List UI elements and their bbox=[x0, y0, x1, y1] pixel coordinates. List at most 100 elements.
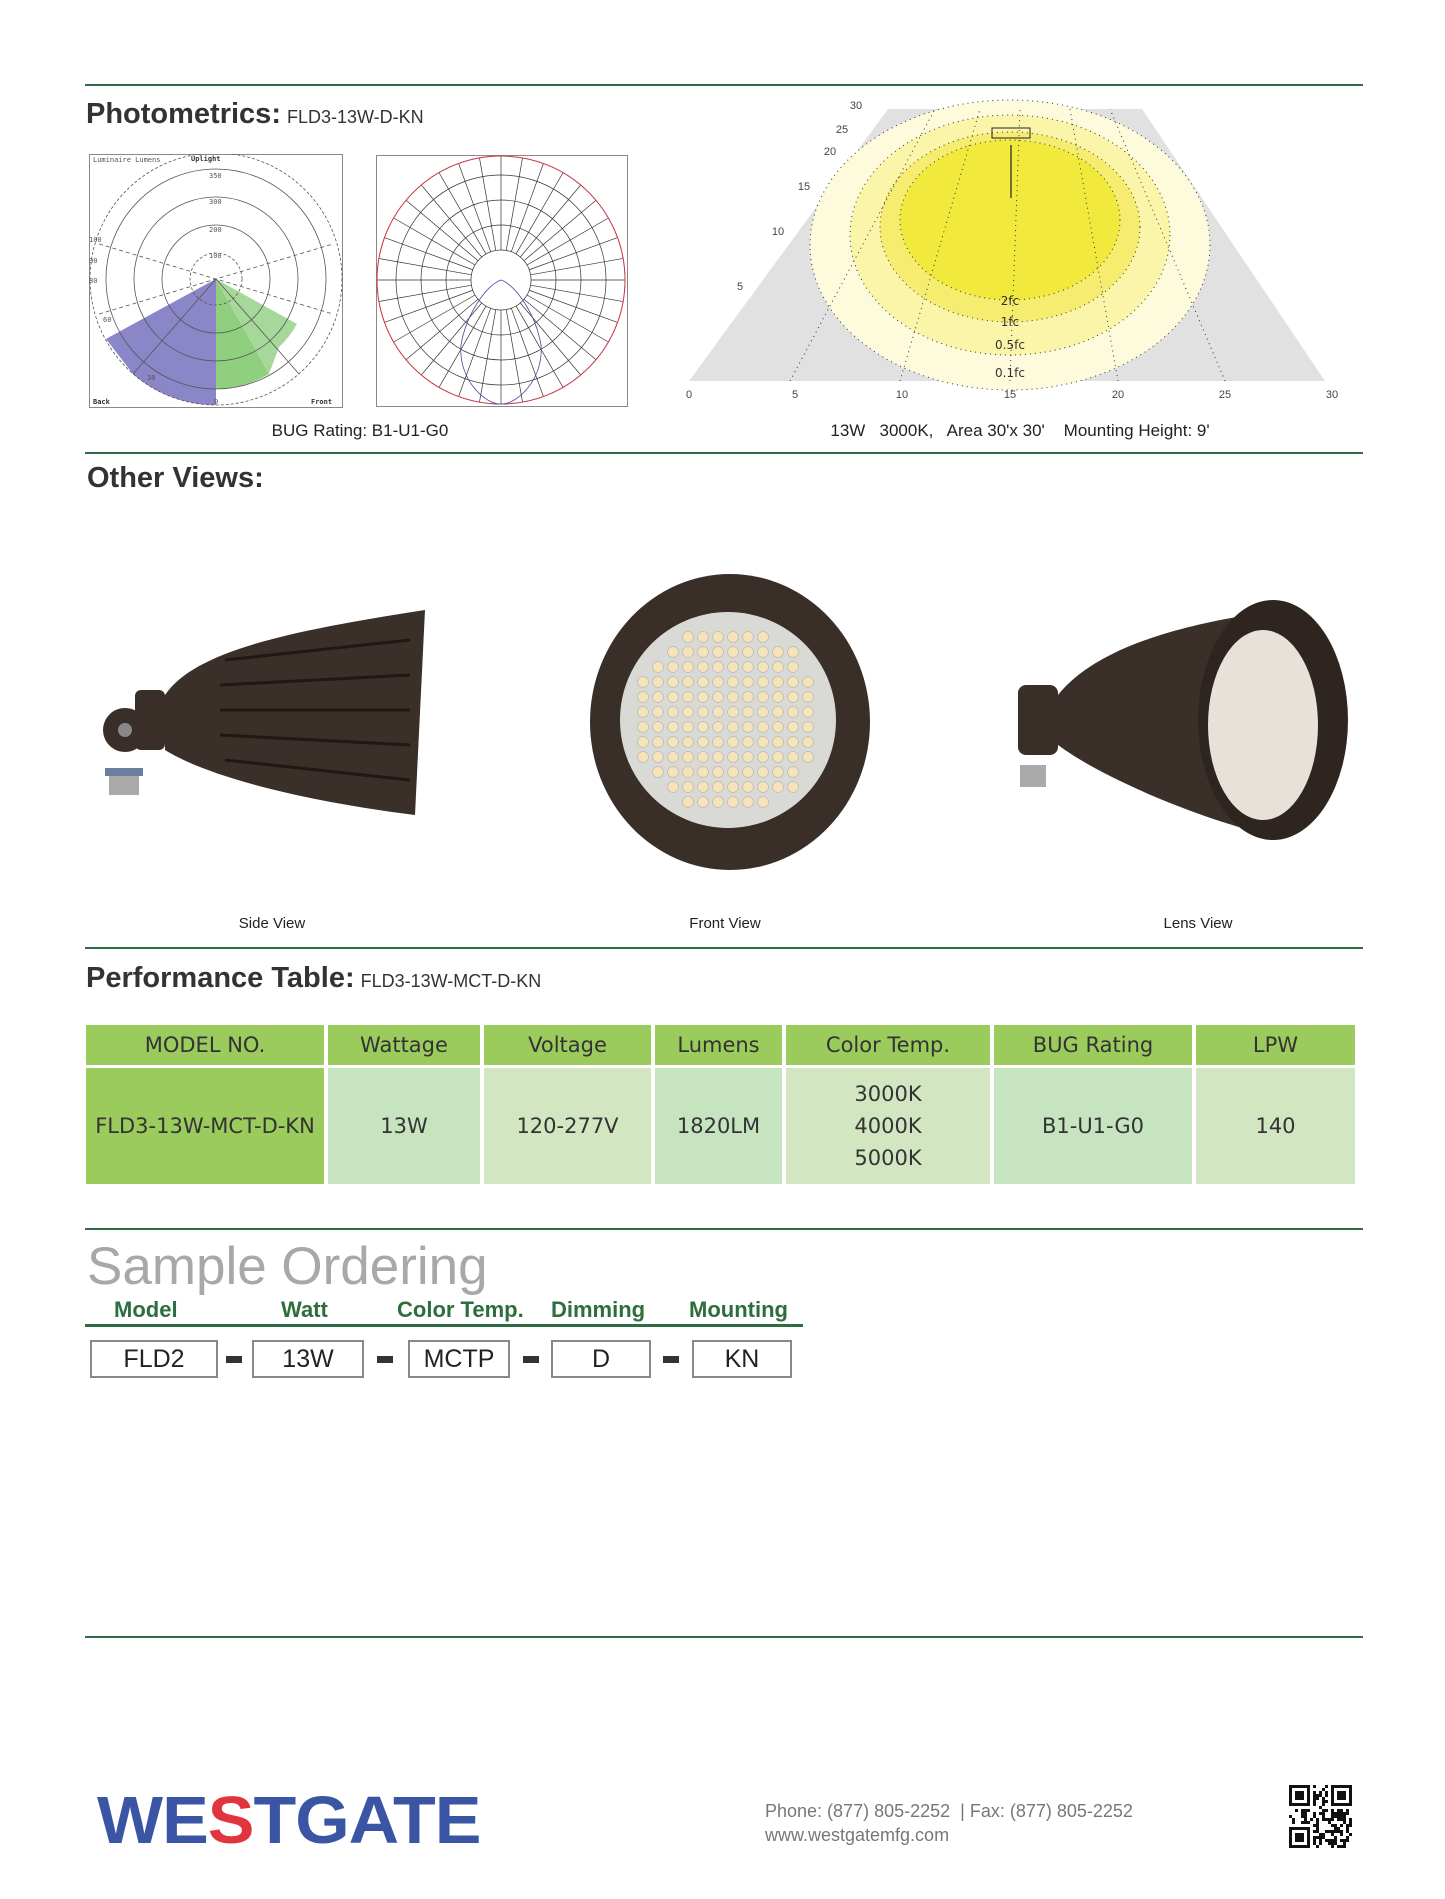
led bbox=[742, 631, 754, 643]
side-view-caption: Side View bbox=[238, 915, 306, 932]
led bbox=[787, 781, 799, 793]
led bbox=[727, 751, 739, 763]
led bbox=[757, 796, 769, 808]
led bbox=[787, 676, 799, 688]
led bbox=[652, 661, 664, 673]
contour-label: 1fc bbox=[1001, 315, 1019, 329]
led bbox=[697, 691, 709, 703]
led bbox=[712, 646, 724, 658]
contour-label: 2fc bbox=[1001, 294, 1019, 308]
led bbox=[697, 721, 709, 733]
led bbox=[772, 676, 784, 688]
order-label-color-temp: Color Temp. bbox=[397, 1297, 524, 1322]
divider bbox=[85, 1228, 1363, 1230]
led bbox=[727, 691, 739, 703]
chart-title: Luminaire Lumens bbox=[93, 156, 160, 164]
led bbox=[682, 736, 694, 748]
led bbox=[682, 706, 694, 718]
order-value-watt: 13W bbox=[252, 1340, 364, 1378]
led bbox=[652, 736, 664, 748]
led bbox=[742, 661, 754, 673]
led bbox=[652, 676, 664, 688]
col-header: Wattage bbox=[328, 1025, 480, 1065]
y-tick: 15 bbox=[798, 181, 810, 193]
led bbox=[712, 751, 724, 763]
led bbox=[802, 706, 814, 718]
order-label-watt: Watt bbox=[281, 1297, 328, 1322]
order-value-dimming: D bbox=[551, 1340, 651, 1378]
divider bbox=[85, 452, 1363, 454]
led bbox=[802, 676, 814, 688]
x-tick: 10 bbox=[896, 389, 908, 401]
led bbox=[772, 766, 784, 778]
color-temp-value: 4000K bbox=[854, 1114, 922, 1138]
westgate-logo: WESTGATE bbox=[97, 1782, 481, 1858]
led bbox=[637, 676, 649, 688]
y-tick: 5 bbox=[737, 281, 743, 293]
cell-lpw: 140 bbox=[1196, 1068, 1355, 1184]
y-tick: 25 bbox=[836, 124, 848, 136]
separator-dash bbox=[226, 1356, 242, 1363]
led bbox=[787, 766, 799, 778]
led bbox=[667, 736, 679, 748]
qr-code[interactable] bbox=[1289, 1785, 1352, 1848]
led bbox=[787, 646, 799, 658]
led bbox=[667, 706, 679, 718]
led bbox=[742, 736, 754, 748]
col-header: MODEL NO. bbox=[86, 1025, 324, 1065]
led bbox=[772, 706, 784, 718]
led bbox=[727, 706, 739, 718]
led bbox=[697, 751, 709, 763]
order-underline bbox=[85, 1324, 803, 1327]
led bbox=[802, 751, 814, 763]
led bbox=[742, 751, 754, 763]
col-header: Voltage bbox=[484, 1025, 651, 1065]
ring-label: 300 bbox=[209, 198, 222, 206]
led bbox=[697, 706, 709, 718]
order-value-model: FLD2 bbox=[90, 1340, 218, 1378]
uplight-label: Uplight bbox=[191, 155, 221, 163]
led bbox=[652, 691, 664, 703]
angle-label: 100 bbox=[89, 236, 102, 244]
y-tick: 20 bbox=[824, 146, 836, 158]
other-views-heading: Other Views: bbox=[87, 462, 264, 494]
led bbox=[697, 781, 709, 793]
led bbox=[772, 781, 784, 793]
led bbox=[727, 796, 739, 808]
order-label-dimming: Dimming bbox=[551, 1297, 646, 1322]
led bbox=[712, 676, 724, 688]
led bbox=[667, 781, 679, 793]
led bbox=[742, 781, 754, 793]
led bbox=[757, 721, 769, 733]
divider bbox=[85, 947, 1363, 949]
photometrics-heading: Photometrics: FLD3-13W-D-KN bbox=[86, 98, 424, 131]
led bbox=[742, 706, 754, 718]
color-temp-value: 3000K bbox=[854, 1082, 922, 1106]
led bbox=[727, 676, 739, 688]
side-view-image bbox=[103, 610, 425, 815]
led bbox=[787, 721, 799, 733]
led bbox=[772, 691, 784, 703]
led bbox=[802, 736, 814, 748]
heading-text: Performance Table: bbox=[86, 962, 355, 994]
separator-dash bbox=[377, 1356, 393, 1363]
x-tick: 5 bbox=[792, 389, 798, 401]
led bbox=[742, 646, 754, 658]
cell-color-temp: 3000K 4000K 5000K bbox=[786, 1068, 990, 1184]
order-label-model: Model bbox=[114, 1297, 178, 1322]
led bbox=[772, 646, 784, 658]
isolux-plot: 0 5 10 15 20 25 30 5 10 15 20 25 30 2fc … bbox=[686, 99, 1338, 401]
led bbox=[787, 691, 799, 703]
lens-view-image bbox=[1018, 600, 1348, 840]
led bbox=[802, 721, 814, 733]
footer-website[interactable]: www.westgatemfg.com bbox=[765, 1825, 950, 1845]
front-view-image bbox=[590, 574, 870, 870]
led bbox=[712, 631, 724, 643]
bug-rating-chart: Luminaire Lumens Uplight 100 200 300 350… bbox=[89, 154, 343, 408]
led bbox=[757, 661, 769, 673]
back-label: Back bbox=[93, 398, 111, 406]
led bbox=[727, 736, 739, 748]
led bbox=[757, 766, 769, 778]
color-temp-value: 5000K bbox=[854, 1146, 922, 1170]
led bbox=[682, 751, 694, 763]
